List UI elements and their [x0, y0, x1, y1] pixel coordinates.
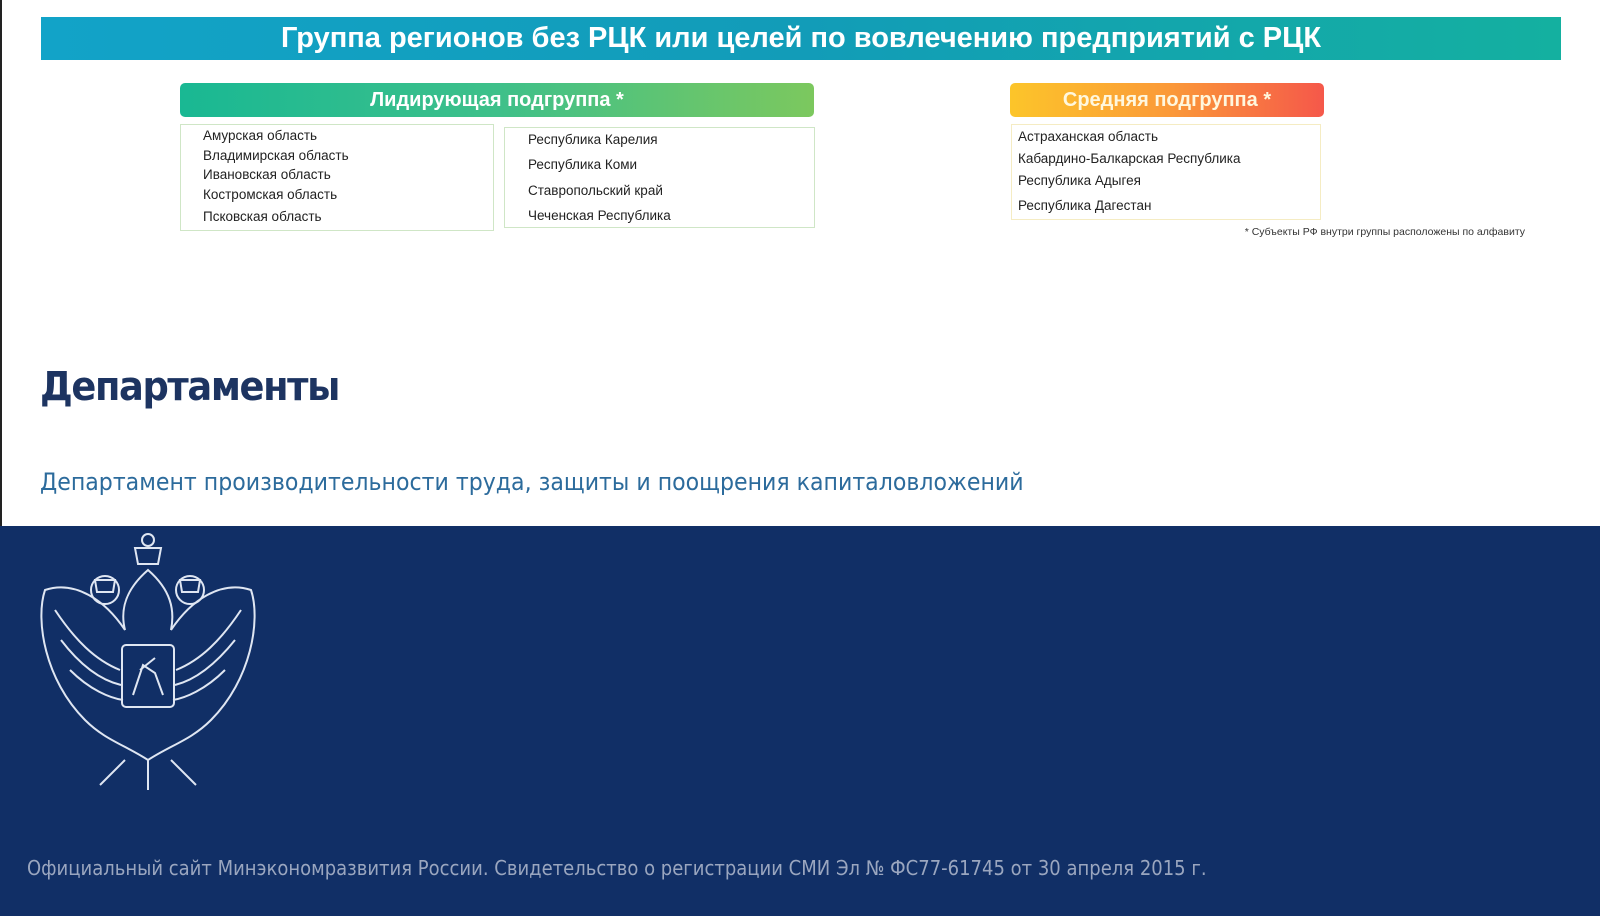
list-item: Астраханская область [1018, 129, 1159, 144]
leading-subgroup-header: Лидирующая подгруппа * [180, 83, 814, 117]
list-item: Ставропольский край [528, 183, 663, 198]
footnote: * Субъекты РФ внутри группы расположены … [1244, 226, 1525, 238]
middle-list: Астраханская область Кабардино-Балкарска… [1011, 124, 1321, 220]
left-border [0, 0, 2, 526]
list-item: Республика Коми [528, 157, 638, 172]
list-item: Псковская область [203, 209, 322, 224]
leading-list-col2: Республика Карелия Республика Коми Ставр… [504, 127, 815, 228]
leading-list-col1: Амурская область Владимирская область Ив… [180, 124, 494, 231]
list-item: Республика Дагестан [1018, 198, 1152, 213]
department-link[interactable]: Департамент производительности труда, за… [40, 468, 1024, 496]
coat-of-arms-icon [40, 533, 256, 790]
group-banner: Группа регионов без РЦК или целей по вов… [41, 17, 1561, 60]
footer-text: Официальный сайт Минэкономразвития Росси… [27, 856, 1207, 880]
list-item: Чеченская Республика [528, 208, 671, 223]
list-item: Республика Адыгея [1018, 173, 1141, 188]
footer: Официальный сайт Минэкономразвития Росси… [0, 526, 1600, 916]
middle-subgroup-header: Средняя подгруппа * [1010, 83, 1324, 117]
list-item: Владимирская область [203, 148, 349, 163]
list-item: Амурская область [203, 128, 318, 143]
departments-heading: Департаменты [40, 364, 340, 410]
list-item: Костромская область [203, 187, 338, 202]
list-item: Республика Карелия [528, 132, 658, 147]
list-item: Ивановская область [203, 167, 331, 182]
list-item: Кабардино-Балкарская Республика [1018, 151, 1241, 166]
